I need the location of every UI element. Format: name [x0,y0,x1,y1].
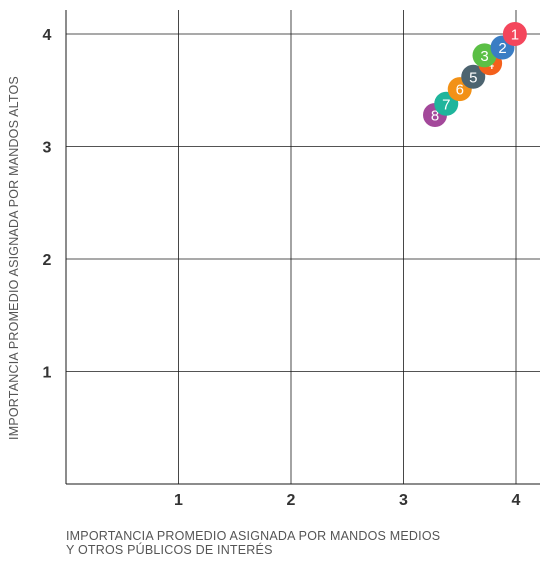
y-tick-label: 4 [43,27,52,44]
data-point-marker [461,64,486,89]
x-axis-label-line-1: IMPORTANCIA PROMEDIO ASIGNADA POR MANDOS… [66,529,441,543]
y-tick-label: 2 [43,252,52,269]
data-point-1: 1 [502,22,527,46]
grid [65,10,540,485]
data-point-3: 3 [472,43,497,68]
x-axis-label: IMPORTANCIA PROMEDIO ASIGNADA POR MANDOS… [66,529,536,557]
x-tick-label: 2 [287,492,296,509]
y-tick-label: 1 [43,365,52,382]
data-point-marker [472,43,497,68]
x-tick-label: 3 [399,492,408,509]
data-point-label: 7 [442,96,450,113]
data-point-label: 6 [456,82,464,99]
data-point-label: 3 [480,48,488,65]
data-point-5: 5 [461,64,486,89]
data-point-label: 1 [511,27,519,44]
data-point-marker [502,22,527,46]
data-point-label: 8 [431,108,439,125]
y-axis-label: IMPORTANCIA PROMEDIO ASIGNADA POR MANDOS… [7,76,21,440]
x-axis-label-line-2: Y OTROS PÚBLICOS DE INTERÉS [66,543,273,557]
data-point-label: 5 [469,69,477,86]
x-tick-label: 1 [174,492,183,509]
data-point-label: 2 [498,40,506,57]
data-points: 87654321 [423,22,527,127]
y-axis-label-container: IMPORTANCIA PROMEDIO ASIGNADA POR MANDOS… [0,0,28,490]
y-tick-label: 3 [43,140,52,157]
x-tick-label: 4 [512,492,521,509]
